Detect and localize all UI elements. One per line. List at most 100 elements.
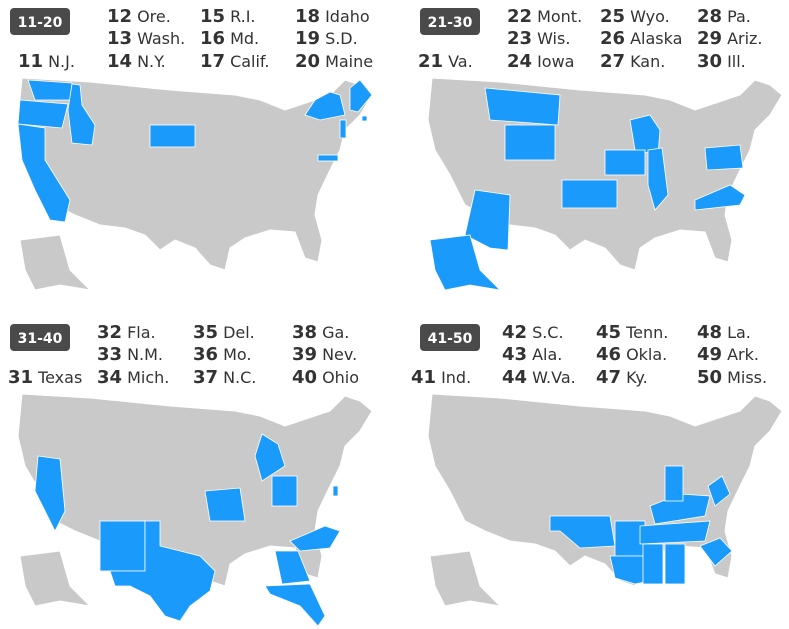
rank-number: 42 [502, 322, 527, 343]
state-name: Ind. [441, 368, 471, 387]
rank-number: 13 [107, 28, 132, 49]
map-panel [17, 393, 373, 627]
rank-entry: 24 Iowa [507, 51, 574, 72]
state-name: Nev. [322, 345, 357, 364]
rank-number: 23 [507, 28, 532, 49]
rank-entry: 46 Okla. [596, 344, 667, 365]
rank-panel-header: 11-20 11 N.J. 12 Ore. 13 Wash. 14 N.Y. 15 R.I. 16 Md… [10, 6, 373, 72]
state-name: Md. [230, 29, 259, 48]
range-badge [10, 8, 70, 35]
rank-number: 43 [502, 344, 527, 365]
rank-entry: 25 Wyo. [600, 6, 670, 27]
rank-entry: 42 S.C. [502, 322, 564, 343]
rank-number: 17 [200, 51, 225, 72]
rank-number: 33 [97, 344, 122, 365]
rank-entry: 32 Fla. [97, 322, 156, 343]
rank-number: 16 [200, 28, 225, 49]
map-panel [427, 393, 783, 607]
state-name: Ala. [532, 345, 562, 364]
rank-entry: 45 Tenn. [596, 322, 668, 343]
rank-entry: 38 Ga. [292, 322, 349, 343]
rank-entry: 12 Ore. [107, 6, 171, 27]
rank-number: 34 [97, 367, 122, 388]
rank-entry: 35 Del. [193, 322, 255, 343]
rank-number: 38 [292, 322, 317, 343]
rank-number: 49 [697, 344, 722, 365]
rank-entry: 15 R.I. [200, 6, 256, 27]
state-name: N.C. [223, 368, 256, 387]
rank-number: 35 [193, 322, 218, 343]
rank-panel-header: 41-50 41 Ind. 42 S.C. 43 Ala. 44 W.Va. 45 Tenn.46 O… [411, 322, 767, 388]
range-badge [420, 8, 480, 35]
state-name: Kan. [630, 52, 665, 71]
rank-number: 40 [292, 367, 317, 388]
rank-number: 26 [600, 28, 625, 49]
range-label: 31-40 [18, 331, 63, 347]
state-name: La. [727, 323, 751, 342]
state-name: Pa. [727, 7, 751, 26]
state-name: R.I. [230, 7, 255, 26]
rank-number: 32 [97, 322, 122, 343]
rank-entry: 26 Alaska [600, 28, 682, 49]
state-name: Mo. [223, 345, 251, 364]
rank-number: 27 [600, 51, 625, 72]
rank-entry: 13 Wash. [107, 28, 185, 49]
rank-entry: 36 Mo. [193, 344, 251, 365]
rank-number: 15 [200, 6, 225, 27]
state-name: N.J. [48, 52, 75, 71]
rank-number: 47 [596, 367, 621, 388]
rank-number: 18 [295, 6, 320, 27]
state-name: Okla. [626, 345, 667, 364]
rank-panel-header: 31-40 31 Texas 32 Fla. 33 N.M. 34 Mich. 35 Del. 36 M… [8, 322, 359, 388]
rank-number: 14 [107, 51, 132, 72]
rank-entry: 31 Texas [8, 367, 82, 388]
state-name: Va. [448, 52, 473, 71]
rank-entry: 37 N.C. [193, 367, 256, 388]
rank-entry: 50 Miss. [697, 367, 767, 388]
rank-entry: 11 N.J. [18, 51, 75, 72]
map-panel [17, 77, 373, 291]
rank-entry: 49 Ark. [697, 344, 759, 365]
state-name: Mich. [127, 368, 169, 387]
rank-number: 45 [596, 322, 621, 343]
range-label: 21-30 [428, 15, 473, 31]
state-name: Ill. [727, 52, 746, 71]
rank-entry: 22 Mont. [507, 6, 582, 27]
rank-entry: 47 Ky. [596, 367, 648, 388]
range-label: 41-50 [428, 331, 473, 347]
rank-number: 12 [107, 6, 132, 27]
rank-entry: 28 Pa. [697, 6, 751, 27]
state-name: S.D. [325, 29, 358, 48]
state-name: Maine [325, 52, 373, 71]
state-name: Wash. [137, 29, 185, 48]
rank-number: 46 [596, 344, 621, 365]
state-name: Alaska [630, 29, 682, 48]
state-name: Iowa [537, 52, 574, 71]
rank-entry: 41 Ind. [411, 367, 471, 388]
rank-number: 39 [292, 344, 317, 365]
state-name: N.M. [127, 345, 163, 364]
rank-entry: 43 Ala. [502, 344, 562, 365]
rank-entry: 19 S.D. [295, 28, 358, 49]
rank-entry: 29 Ariz. [697, 28, 763, 49]
state-name: Del. [223, 323, 255, 342]
map-panel [427, 77, 783, 291]
state-name: Ky. [626, 368, 648, 387]
rank-entry: 14 N.Y. [107, 51, 166, 72]
state-name: Calif. [230, 52, 269, 71]
rank-entry: 39 Nev. [292, 344, 357, 365]
rank-number: 24 [507, 51, 532, 72]
state-name: Wis. [537, 29, 570, 48]
rank-entry: 48 La. [697, 322, 751, 343]
state-name: Ariz. [727, 29, 762, 48]
rank-entry: 21 Va. [418, 51, 473, 72]
state-name: N.Y. [137, 52, 166, 71]
state-name: Tenn. [625, 323, 668, 342]
state-name: Wyo. [630, 7, 670, 26]
rank-panel-header: 21-30 21 Va. 22 Mont. 23 Wis. 24 Iowa 25 Wyo. 26 Ala… [418, 6, 763, 72]
rank-number: 19 [295, 28, 320, 49]
rank-number: 21 [418, 51, 443, 72]
rank-number: 11 [18, 51, 43, 72]
rank-entry: 33 N.M. [97, 344, 163, 365]
